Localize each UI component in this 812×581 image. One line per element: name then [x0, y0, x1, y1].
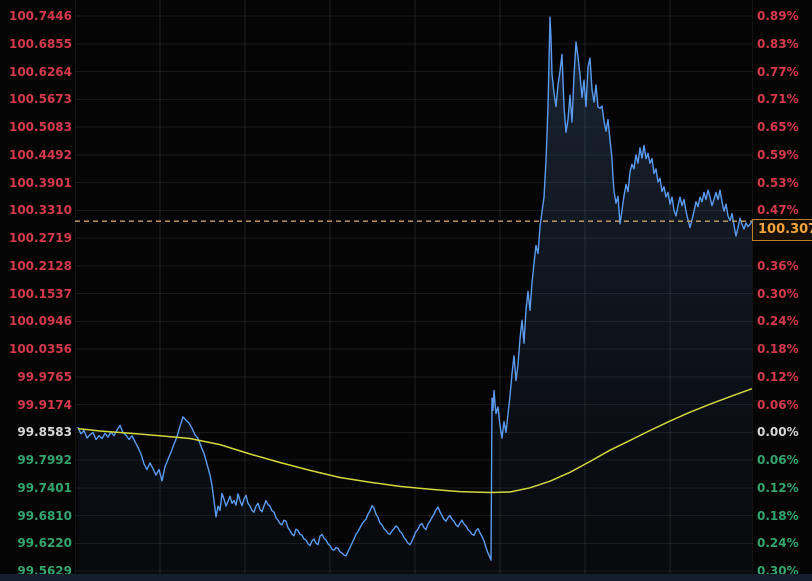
left-price-tick: 99.7992: [17, 453, 72, 467]
right-percent-tick: 0.65%: [757, 120, 799, 134]
right-percent-tick: 0.59%: [757, 147, 799, 162]
right-percent-tick: 0.71%: [757, 92, 799, 107]
right-percent-tick: 0.12%: [757, 480, 799, 495]
left-price-tick: 100.2128: [8, 258, 72, 273]
left-price-tick: 100.4492: [8, 147, 72, 162]
right-percent-tick: 0.06%: [757, 397, 799, 412]
left-price-tick: 100.6264: [8, 64, 72, 79]
price-line: [77, 16, 753, 561]
moving-average-line: [77, 387, 753, 494]
right-percent-tick: 0.24%: [757, 314, 799, 329]
left-price-tick: 99.8583: [17, 425, 72, 440]
right-percent-tick: 0.18%: [757, 508, 799, 523]
left-price-tick: 99.6810: [17, 508, 72, 523]
left-price-tick: 100.5083: [8, 120, 72, 134]
left-price-tick: 100.3901: [8, 175, 72, 190]
left-price-tick: 100.3310: [8, 203, 72, 218]
current-price-value: 100.3076: [758, 222, 812, 238]
left-price-tick: 100.5673: [8, 92, 72, 107]
left-price-tick: 100.6855: [8, 36, 72, 51]
left-price-tick: 99.7401: [17, 480, 72, 495]
right-percent-tick: 0.83%: [757, 36, 799, 51]
right-percent-tick: 0.12%: [757, 369, 799, 384]
right-percent-tick: 0.30%: [757, 286, 799, 301]
left-price-tick: 99.6220: [17, 536, 72, 551]
bottom-timeline-bar: [0, 574, 812, 581]
left-price-tick: 100.7446: [8, 9, 72, 23]
right-percent-tick: 0.89%: [757, 9, 799, 23]
right-percent-tick: 0.00%: [757, 425, 799, 440]
right-percent-tick: 0.47%: [757, 203, 799, 218]
right-percent-tick: 0.24%: [757, 536, 799, 551]
price-area-fill: [78, 17, 752, 574]
left-price-tick: 99.9174: [17, 397, 72, 412]
left-price-tick: 100.0946: [8, 314, 72, 329]
left-price-tick: 100.0356: [8, 342, 72, 356]
right-percent-tick: 0.53%: [757, 175, 799, 190]
left-price-tick: 100.1537: [8, 286, 72, 301]
right-percent-tick: 0.36%: [757, 258, 799, 273]
left-price-tick: 99.9765: [17, 369, 72, 384]
right-percent-tick: 0.06%: [757, 453, 799, 467]
current-price-tag: 100.3076: [752, 219, 812, 242]
right-percent-tick: 0.77%: [757, 64, 799, 79]
left-price-tick: 100.2719: [8, 231, 72, 245]
right-percent-tick: 0.18%: [757, 342, 799, 356]
